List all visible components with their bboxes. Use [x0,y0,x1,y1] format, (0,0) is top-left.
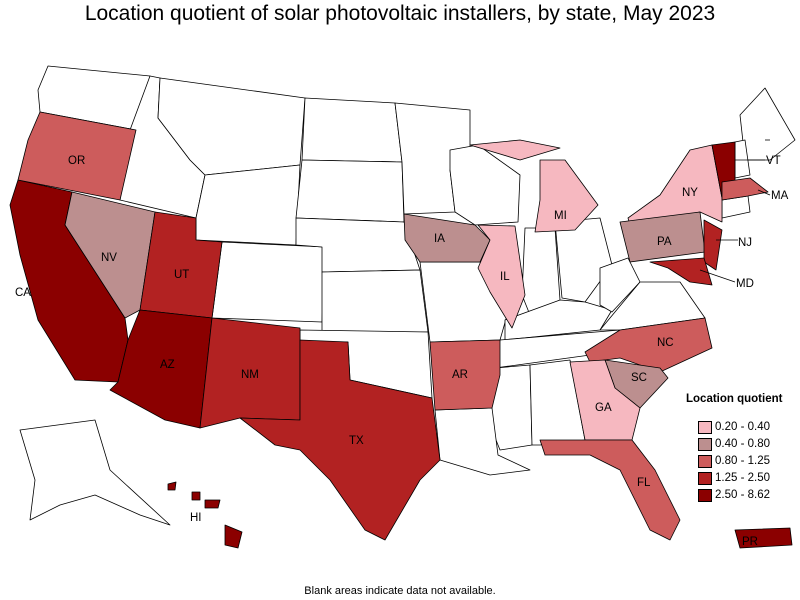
legend-swatch [698,421,712,434]
label-vt: VT [766,155,781,167]
legend-swatch [698,489,712,502]
map-title: Location quotient of solar photovoltaic … [84,2,716,25]
label-fl: FL [637,477,651,489]
legend-label: 1.25 - 2.50 [715,472,770,484]
legend-swatch [698,438,712,451]
state-wv[interactable] [599,257,641,313]
legend-label: 0.20 - 0.40 [715,421,770,433]
leader-lines [699,139,771,283]
state-ia[interactable] [403,213,491,263]
blank-states [19,65,796,526]
label-ga: GA [595,402,612,414]
state-wy[interactable] [195,164,301,246]
label-ar: AR [452,369,468,381]
state-nd[interactable] [301,97,403,163]
state-ny[interactable] [627,144,723,226]
label-sc: SC [631,372,647,384]
label-ca: CA [15,287,31,299]
state-hi[interactable] [167,481,243,549]
state-pr[interactable] [734,527,793,549]
state-tx[interactable] [239,339,441,541]
label-nm: NM [241,369,259,381]
state-ma[interactable] [721,177,769,201]
state-fl[interactable] [539,439,681,541]
state-ar[interactable] [429,339,501,411]
state-mi[interactable] [469,139,599,233]
state-oh[interactable] [554,217,613,303]
state-sd[interactable] [295,159,405,223]
state-wi[interactable] [449,144,521,226]
label-ut: UT [174,269,189,281]
state-va[interactable] [599,281,706,331]
state-ak[interactable] [19,419,171,526]
label-il: IL [500,271,510,283]
legend-swatch [698,472,712,485]
label-pa: PA [657,236,672,248]
legend-title: Location quotient [686,393,783,405]
state-co[interactable] [211,241,326,323]
label-nv: NV [101,252,117,264]
label-nj: NJ [738,237,752,249]
label-ia: IA [434,233,445,245]
state-nj[interactable] [703,219,723,271]
label-tx: TX [349,435,364,447]
state-labels: OR NV CA UT AZ NM TX IA AR IL MI NY PA N… [15,155,789,548]
label-az: AZ [160,359,175,371]
state-md[interactable] [649,257,713,286]
label-md: MD [736,278,754,290]
footnote: Blank areas indicate data not available. [304,585,496,597]
legend-label: 2.50 - 8.62 [715,489,770,501]
label-ny: NY [682,187,698,199]
label-nc: NC [657,337,674,349]
label-ma: MA [771,190,789,202]
label-mi: MI [554,210,567,222]
label-pr: PR [742,536,758,548]
label-or: OR [68,155,85,167]
state-or[interactable] [17,111,137,201]
label-hi: HI [190,512,202,524]
legend-label: 0.80 - 1.25 [715,455,770,467]
legend-swatch [698,455,712,468]
state-me[interactable] [739,87,796,161]
state-nv[interactable] [64,191,156,319]
legend-label: 0.40 - 0.80 [715,438,770,450]
state-il[interactable] [477,224,526,329]
data-states [9,111,793,549]
state-ks[interactable] [321,269,429,333]
